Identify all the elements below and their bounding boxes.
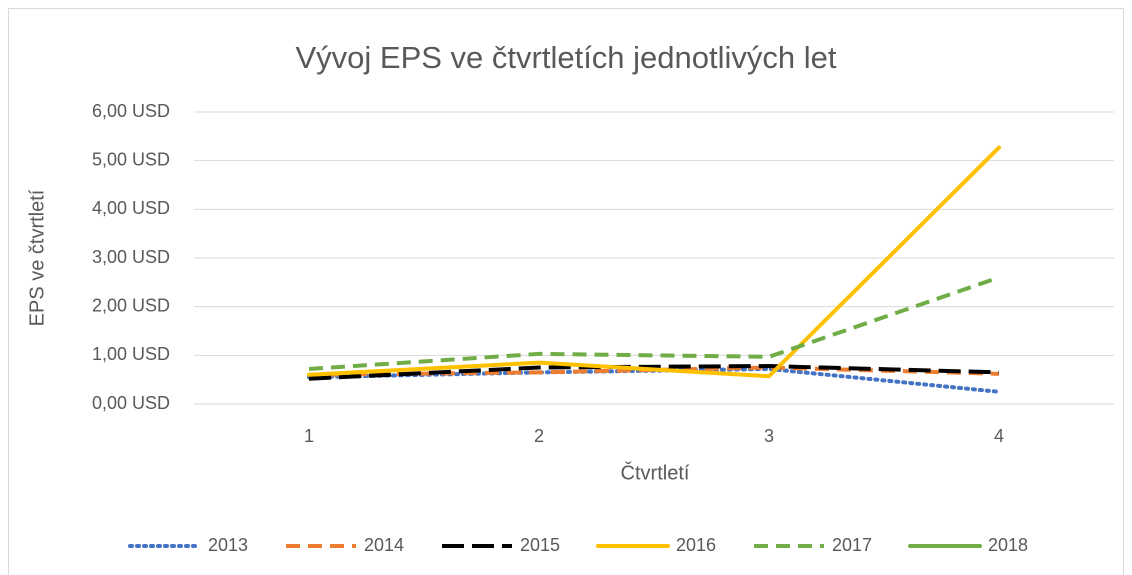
legend-label: 2013 (208, 535, 248, 555)
legend-label: 2017 (832, 535, 872, 555)
chart-title: Vývoj EPS ve čtvrtletích jednotlivých le… (295, 40, 836, 75)
x-tick-label: 2 (534, 426, 544, 446)
y-tick-label: 4,00 USD (92, 198, 170, 218)
chart-frame (8, 8, 1124, 575)
legend-label: 2015 (520, 535, 560, 555)
x-tick-label: 1 (304, 426, 314, 446)
x-tick-label: 3 (764, 426, 774, 446)
y-tick-label: 6,00 USD (92, 101, 170, 121)
series-line (307, 145, 1001, 379)
y-tick-label: 2,00 USD (92, 295, 170, 315)
y-tick-label: 3,00 USD (92, 247, 170, 267)
y-tick-label: 1,00 USD (92, 344, 170, 364)
legend-label: 2016 (676, 535, 716, 555)
legend-label: 2018 (988, 535, 1028, 555)
series-line (308, 364, 1000, 381)
y-axis-label: EPS ve čtvrtletí (26, 189, 48, 326)
y-tick-label: 5,00 USD (92, 149, 170, 169)
legend-label: 2014 (364, 535, 404, 555)
series-line (308, 275, 1000, 371)
y-tick-label: 0,00 USD (92, 393, 170, 413)
x-tick-label: 4 (994, 426, 1004, 446)
x-axis-label: Čtvrtletí (621, 461, 690, 484)
